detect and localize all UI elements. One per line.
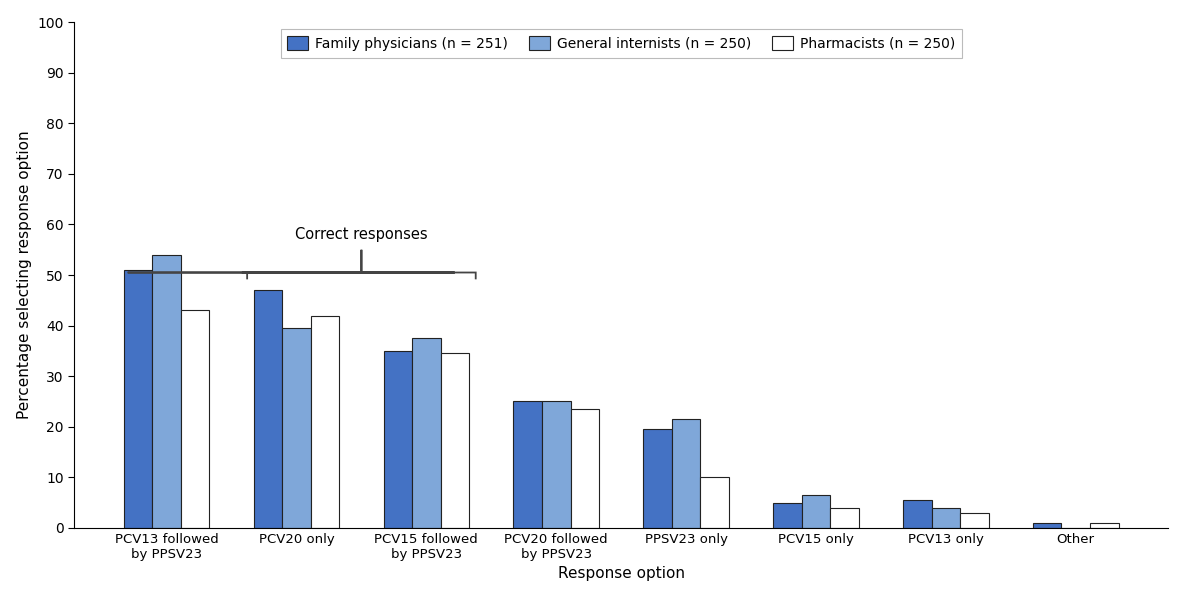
Bar	[700, 477, 729, 528]
Bar	[960, 512, 988, 528]
Bar	[282, 328, 310, 528]
Bar	[181, 310, 210, 528]
Bar	[931, 508, 960, 528]
Bar	[254, 290, 282, 528]
Bar	[672, 419, 700, 528]
Bar	[384, 351, 412, 528]
Bar	[412, 338, 441, 528]
Y-axis label: Percentage selecting response option: Percentage selecting response option	[17, 131, 32, 419]
Bar	[831, 508, 859, 528]
Bar	[153, 255, 181, 528]
Bar	[310, 316, 339, 528]
Bar	[542, 401, 570, 528]
Bar	[570, 409, 600, 528]
Bar	[802, 495, 831, 528]
Bar	[123, 270, 153, 528]
Bar	[1033, 523, 1062, 528]
Text: Correct responses: Correct responses	[295, 227, 428, 242]
Bar	[903, 500, 931, 528]
Bar	[441, 353, 469, 528]
Bar	[513, 401, 542, 528]
Bar	[773, 503, 802, 528]
Bar	[1090, 523, 1119, 528]
Legend: Family physicians (n = 251), General internists (n = 250), Pharmacists (n = 250): Family physicians (n = 251), General int…	[281, 29, 962, 58]
X-axis label: Response option: Response option	[558, 566, 685, 581]
Bar	[643, 429, 672, 528]
